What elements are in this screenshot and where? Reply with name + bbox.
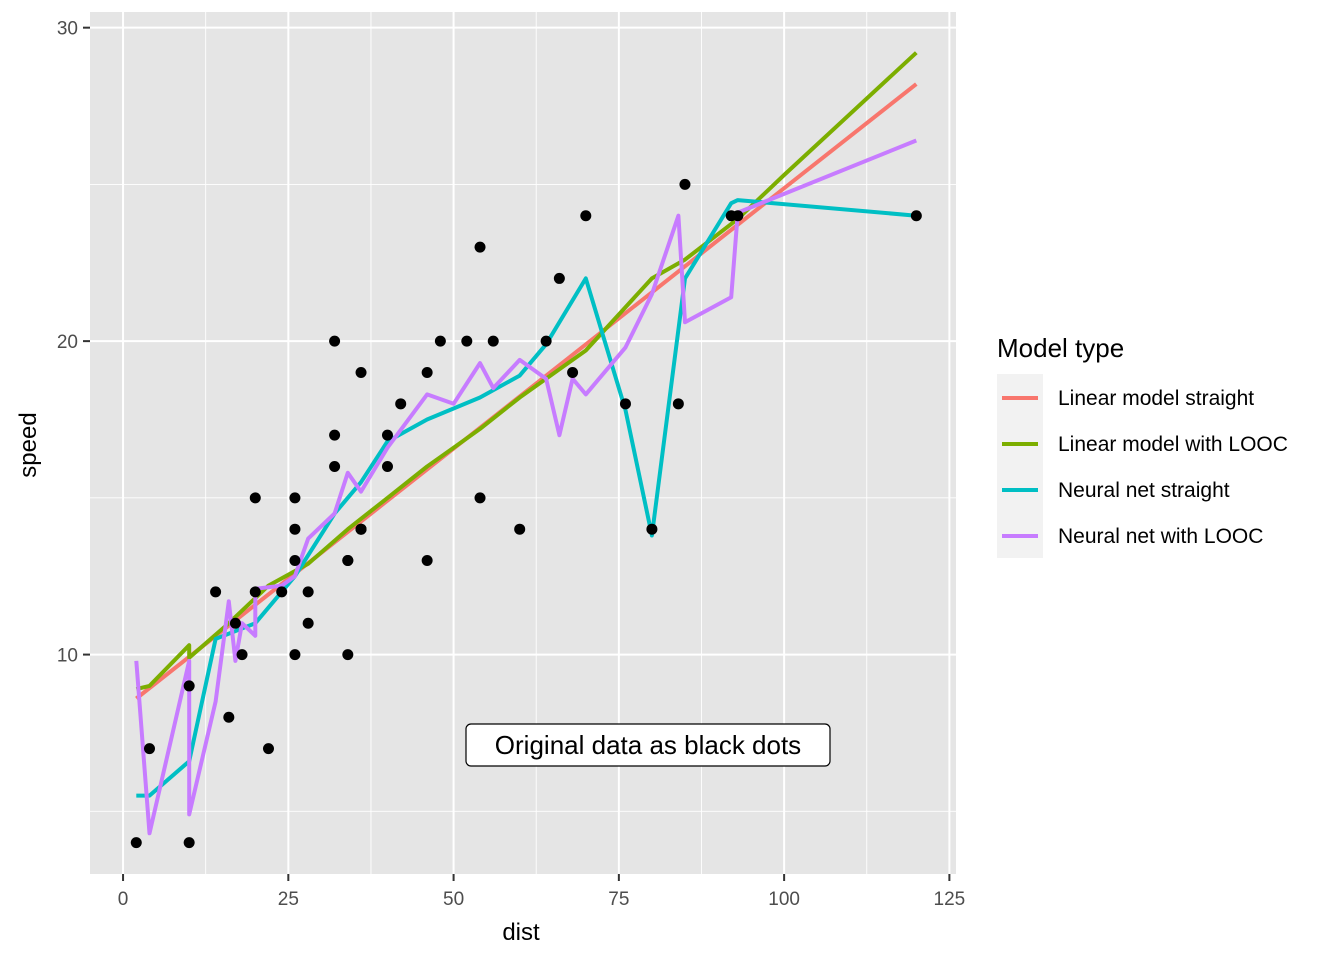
x-tick-label: 50	[443, 889, 464, 910]
data-point	[262, 743, 274, 755]
data-point	[672, 398, 684, 410]
data-point	[302, 617, 314, 629]
x-axis: 0 25 50 75 100 125	[118, 874, 965, 910]
data-point	[553, 272, 565, 284]
data-point	[421, 555, 433, 567]
data-point	[229, 617, 241, 629]
data-point	[329, 335, 341, 347]
data-point	[329, 429, 341, 441]
data-points	[130, 178, 922, 849]
annotation-box	[465, 723, 831, 767]
legend-label: Neural net straight	[1058, 479, 1230, 502]
data-point	[461, 335, 473, 347]
data-point	[910, 210, 922, 222]
y-axis: 10 20 30	[57, 19, 90, 667]
data-point	[342, 555, 354, 567]
y-tick-label: 20	[57, 332, 78, 353]
x-tick-label: 75	[608, 889, 629, 910]
y-tick-label: 30	[57, 19, 78, 40]
data-point	[395, 398, 407, 410]
data-point	[302, 586, 314, 598]
data-point	[249, 492, 261, 504]
annotation-group: Original data as black dots	[465, 723, 831, 767]
data-point	[289, 523, 301, 535]
data-point	[183, 837, 195, 849]
data-point	[329, 461, 341, 473]
x-tick-label: 125	[934, 889, 966, 910]
data-point	[580, 210, 592, 222]
data-point	[646, 523, 658, 535]
data-point	[289, 555, 301, 567]
grid-major	[90, 12, 956, 874]
data-point	[474, 241, 486, 253]
x-tick-label: 0	[118, 889, 129, 910]
data-point	[381, 461, 393, 473]
data-point	[679, 178, 691, 190]
data-point	[421, 366, 433, 378]
legend-label: Neural net with LOOC	[1058, 525, 1263, 548]
data-point	[474, 492, 486, 504]
grid-minor	[90, 12, 956, 874]
data-point	[567, 366, 579, 378]
data-point	[487, 335, 499, 347]
x-tick-label: 25	[278, 889, 299, 910]
data-point	[514, 523, 526, 535]
data-point	[289, 492, 301, 504]
data-point	[210, 586, 222, 598]
data-point	[223, 711, 235, 723]
data-point	[342, 649, 354, 661]
data-point	[143, 743, 155, 755]
annotation-text: Original data as black dots	[495, 730, 801, 760]
data-point	[381, 429, 393, 441]
data-point	[249, 586, 261, 598]
data-point	[355, 366, 367, 378]
data-point	[236, 649, 248, 661]
y-tick-label: 10	[57, 646, 78, 667]
legend-title: Model type	[997, 333, 1124, 363]
data-point	[540, 335, 552, 347]
legend-label: Linear model with LOOC	[1058, 433, 1288, 456]
data-point	[732, 210, 744, 222]
data-point	[434, 335, 446, 347]
data-point	[183, 680, 195, 692]
data-point	[289, 649, 301, 661]
data-point	[355, 523, 367, 535]
data-point	[130, 837, 142, 849]
data-point	[619, 398, 631, 410]
x-axis-title: dist	[502, 919, 540, 946]
x-tick-label: 100	[768, 889, 800, 910]
legend-key-background	[997, 374, 1043, 558]
legend-label: Linear model straight	[1058, 387, 1254, 410]
data-point	[276, 586, 288, 598]
legend: Model type Linear model straight Linear m…	[997, 333, 1288, 558]
y-axis-title: speed	[15, 412, 42, 477]
